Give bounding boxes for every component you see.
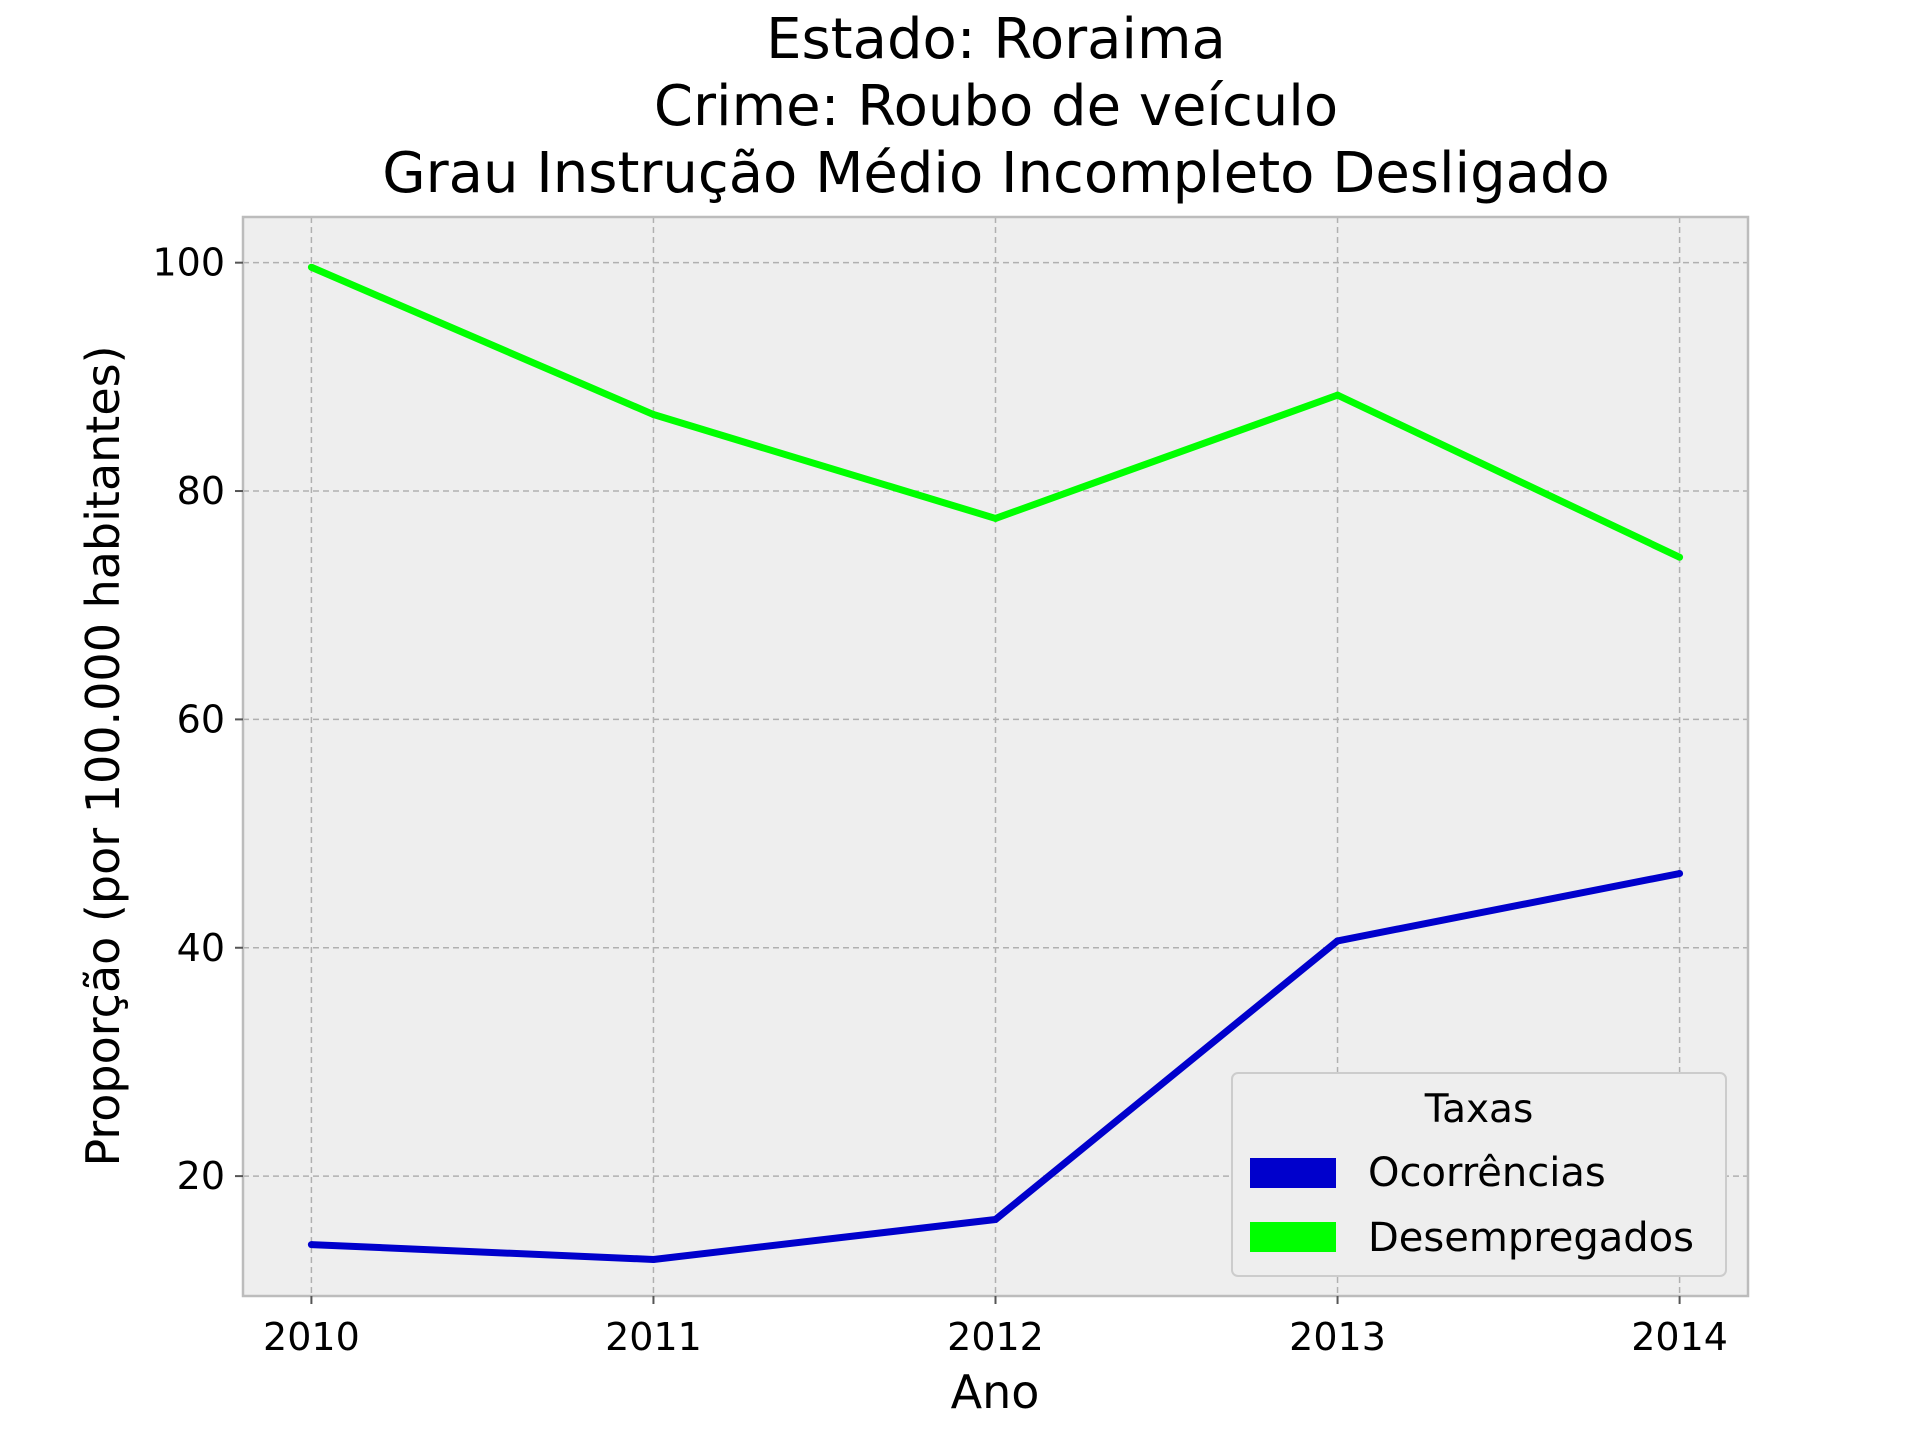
x-tick-label-2012: 2012 — [947, 1315, 1044, 1359]
legend-box — [1231, 1072, 1727, 1277]
data-point-desempregados-2014 — [1676, 553, 1684, 561]
legend-swatch-desempregados — [1250, 1222, 1336, 1252]
y-axis-label: Proporção (por 100.000 habitantes) — [76, 345, 130, 1166]
title-line-3: Grau Instrução Médio Incompleto Desligad… — [382, 141, 1610, 206]
title-line-1: Estado: Roraima — [766, 7, 1226, 72]
y-tick-label-80: 80 — [177, 469, 225, 513]
y-axis: 20 40 60 80 100 — [152, 241, 243, 1198]
data-point-desempregados-2010 — [307, 263, 315, 271]
y-tick-label-40: 40 — [177, 926, 225, 970]
data-point-ocorrencias-2010 — [307, 1241, 315, 1249]
data-point-ocorrencias-2012 — [992, 1215, 999, 1223]
data-point-desempregados-2013 — [1334, 391, 1342, 399]
data-point-desempregados-2012 — [992, 514, 999, 522]
x-tick-label-2010: 2010 — [263, 1315, 360, 1359]
data-point-ocorrencias-2011 — [649, 1255, 657, 1263]
legend-label-ocorrencias: Ocorrências — [1368, 1150, 1606, 1196]
legend-label-desempregados: Desempregados — [1368, 1215, 1694, 1261]
x-tick-label-2013: 2013 — [1289, 1315, 1386, 1359]
x-tick-label-2011: 2011 — [605, 1315, 702, 1359]
title-line-2: Crime: Roubo de veículo — [654, 74, 1338, 139]
data-point-desempregados-2011 — [649, 411, 657, 419]
chart-title: Estado: Roraima Crime: Roubo de veículo … — [382, 7, 1610, 206]
y-tick-label-20: 20 — [177, 1154, 225, 1198]
data-point-ocorrencias-2014 — [1676, 870, 1684, 878]
series-layer — [307, 263, 1684, 1263]
legend-title: Taxas — [1424, 1087, 1534, 1132]
x-axis: 2010 2011 2012 2013 2014 — [263, 1296, 1728, 1359]
y-tick-label-60: 60 — [177, 697, 225, 741]
y-tick-label-100: 100 — [152, 241, 225, 285]
data-point-ocorrencias-2013 — [1334, 937, 1342, 945]
legend-swatch-ocorrencias — [1250, 1158, 1336, 1188]
legend: Taxas Ocorrências Desempregados — [1231, 1072, 1727, 1277]
x-axis-label: Ano — [951, 1365, 1040, 1419]
x-tick-label-2014: 2014 — [1631, 1315, 1728, 1359]
